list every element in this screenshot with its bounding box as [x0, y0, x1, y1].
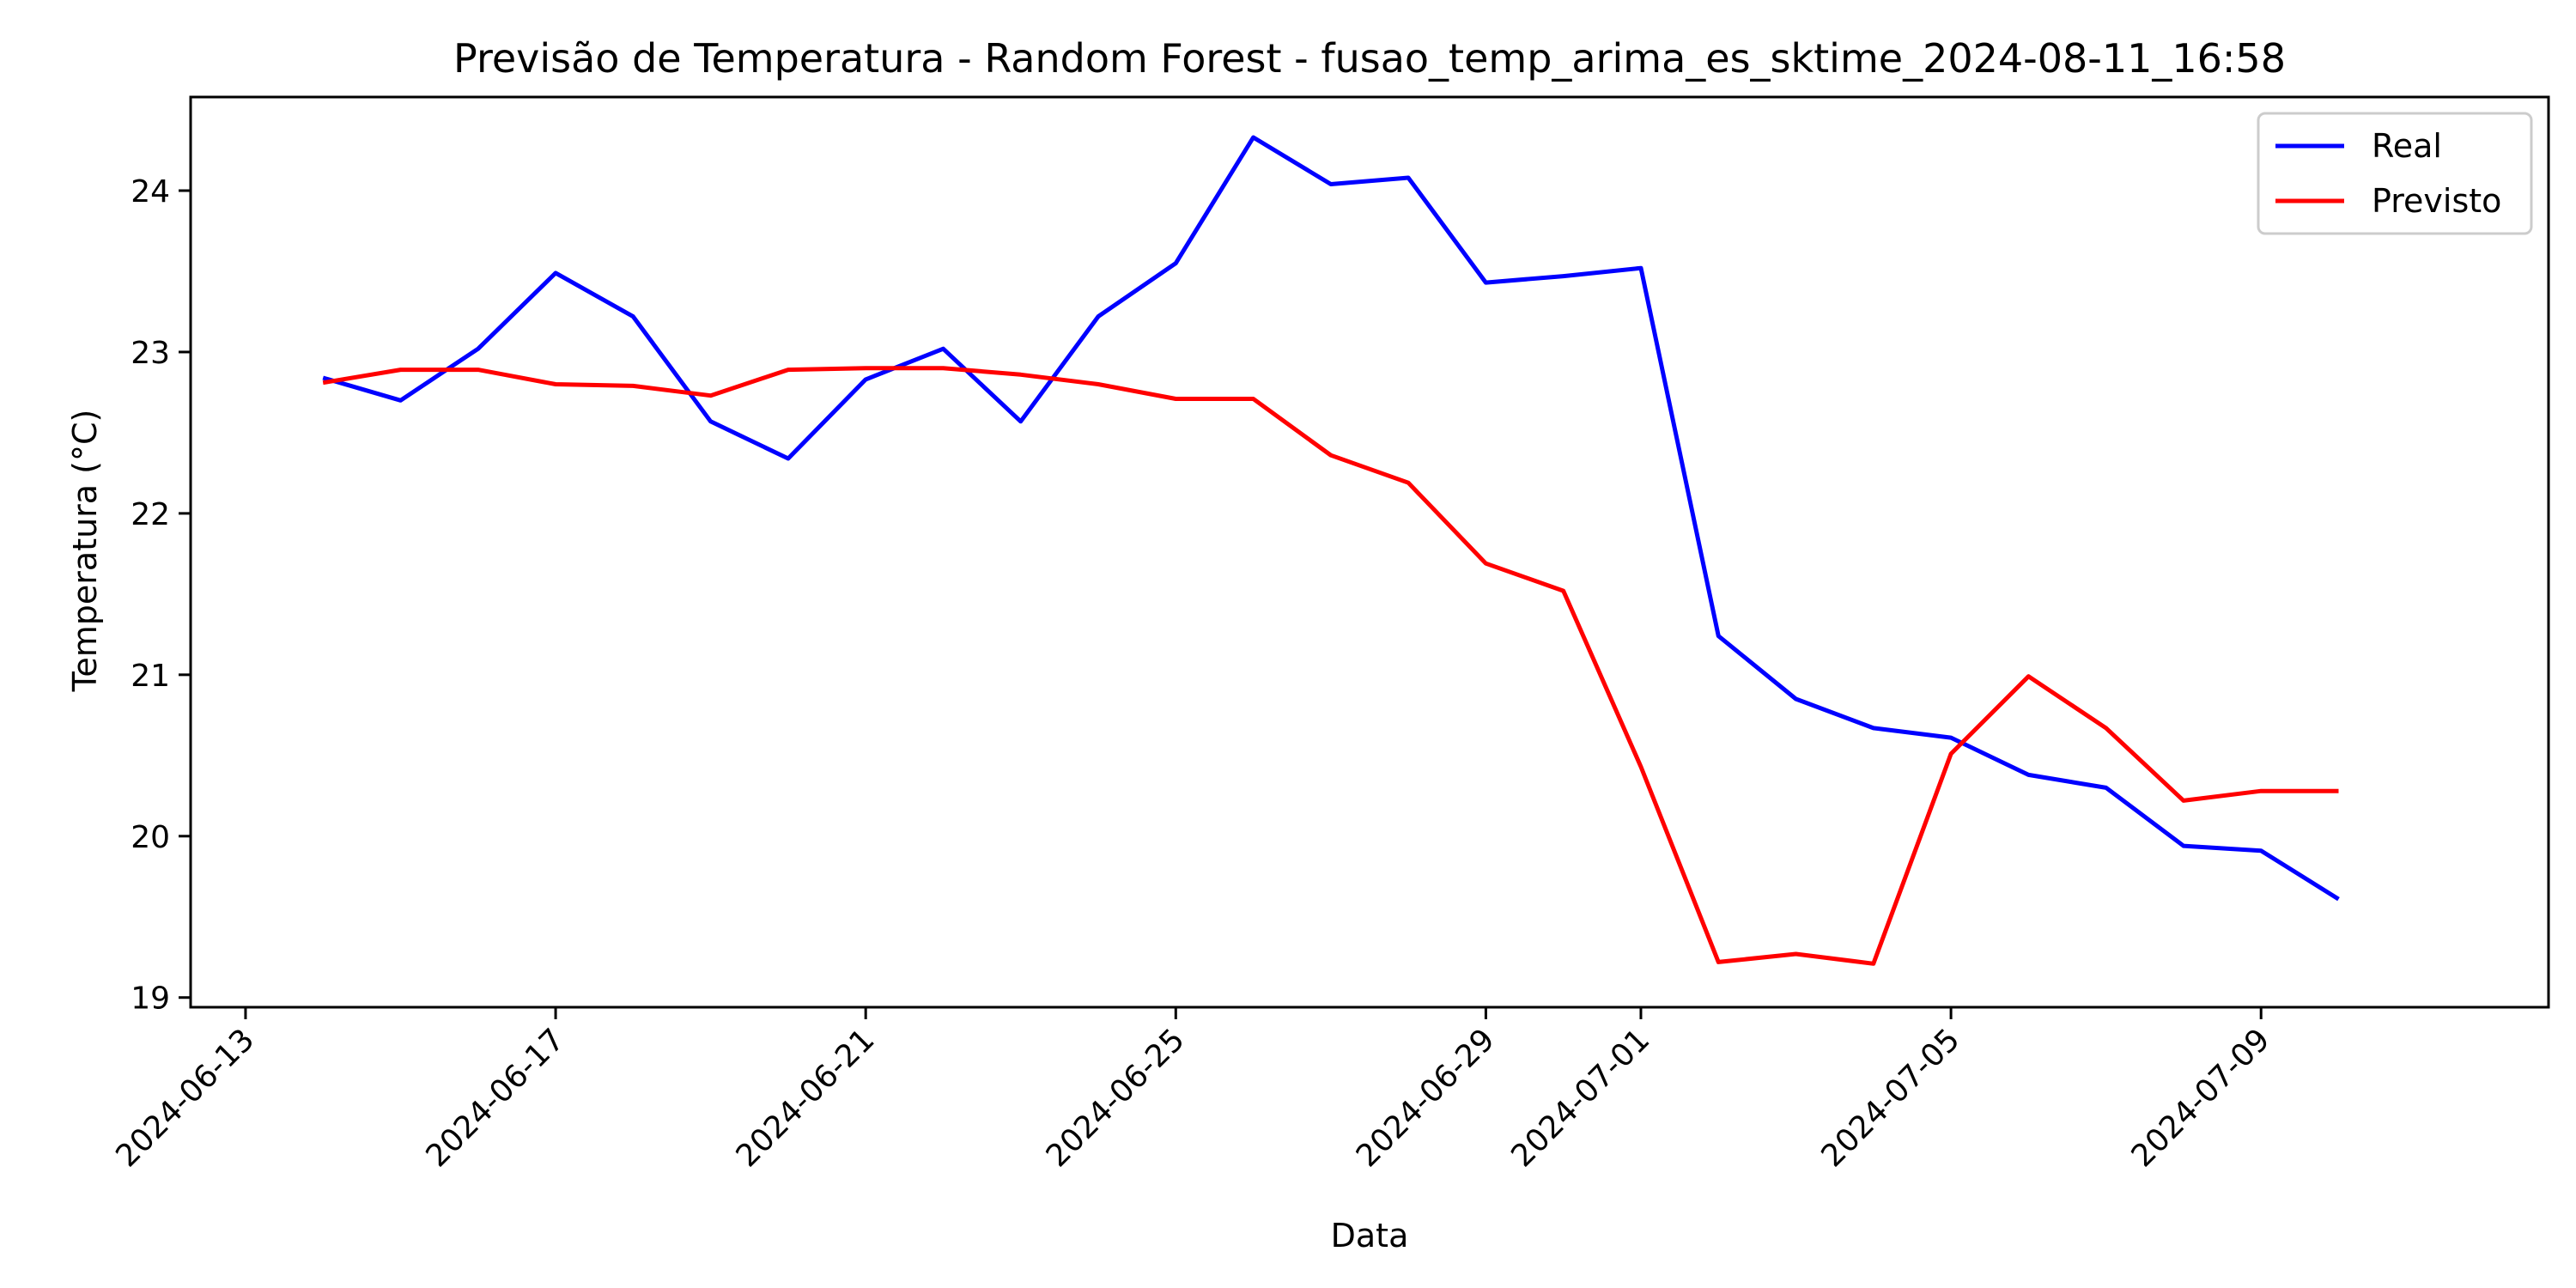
y-tick-label: 21 — [131, 659, 170, 694]
plot-area — [322, 135, 2340, 966]
y-tick-label: 22 — [131, 497, 170, 532]
series-line-previsto — [322, 366, 2339, 966]
legend: Real Previsto — [2257, 112, 2533, 235]
x-axis-label: Data — [1331, 1217, 1409, 1255]
legend-label-previsto: Previsto — [2372, 182, 2501, 220]
chart-title: Previsão de Temperatura - Random Forest … — [453, 35, 2286, 82]
x-tick-label: 2024-06-29 — [1350, 1022, 1502, 1174]
x-tick-label: 2024-06-13 — [109, 1022, 261, 1174]
x-axis: 2024-06-13 2024-06-17 2024-06-21 2024-06-25… — [109, 1007, 2277, 1174]
y-tick-label: 24 — [131, 174, 170, 210]
y-axis-label: Temperatura (°C) — [66, 410, 104, 693]
x-tick-label: 2024-06-21 — [730, 1022, 882, 1174]
legend-label-real: Real — [2372, 127, 2442, 165]
x-tick-label: 2024-06-17 — [419, 1022, 571, 1174]
y-tick-label: 20 — [131, 820, 170, 855]
x-tick-label: 2024-07-01 — [1504, 1022, 1656, 1174]
y-tick-label: 23 — [131, 336, 170, 371]
y-axis: 19 20 21 22 23 24 — [131, 174, 191, 1017]
legend-box — [2257, 112, 2533, 235]
x-tick-label: 2024-07-05 — [1815, 1022, 1967, 1174]
plot-frame — [189, 95, 2550, 1009]
x-tick-label: 2024-07-09 — [2125, 1022, 2277, 1174]
y-tick-label: 19 — [131, 981, 170, 1017]
series-line-real — [322, 135, 2340, 902]
x-tick-label: 2024-06-25 — [1040, 1022, 1192, 1174]
